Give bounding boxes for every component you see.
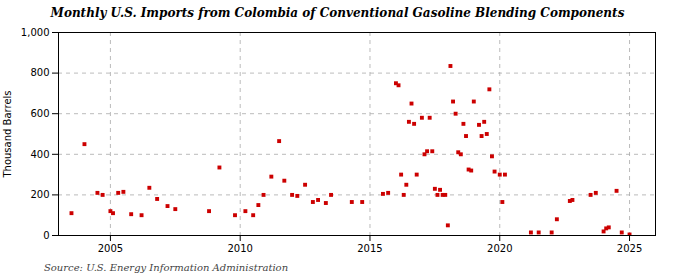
- svg-text:200: 200: [30, 189, 49, 200]
- svg-text:Thousand Barrels: Thousand Barrels: [2, 90, 13, 178]
- svg-text:800: 800: [30, 67, 49, 78]
- svg-text:600: 600: [30, 108, 49, 119]
- html-text:Source: U.S. Energy Informatio: Source: U.S. Energy Information Administ…: [44, 262, 289, 273]
- svg-text:1,000: 1,000: [21, 27, 50, 38]
- svg-text:2010: 2010: [227, 243, 252, 254]
- svg-text:400: 400: [30, 149, 49, 160]
- svg-text:2020: 2020: [487, 243, 512, 254]
- svg-text:2005: 2005: [98, 243, 123, 254]
- svg-text:2025: 2025: [617, 243, 642, 254]
- svg-text:0: 0: [43, 230, 49, 241]
- svg-text:2015: 2015: [357, 243, 382, 254]
- html-text:Monthly U.S. Imports from Colo: Monthly U.S. Imports from Colombia of Co…: [50, 6, 625, 20]
